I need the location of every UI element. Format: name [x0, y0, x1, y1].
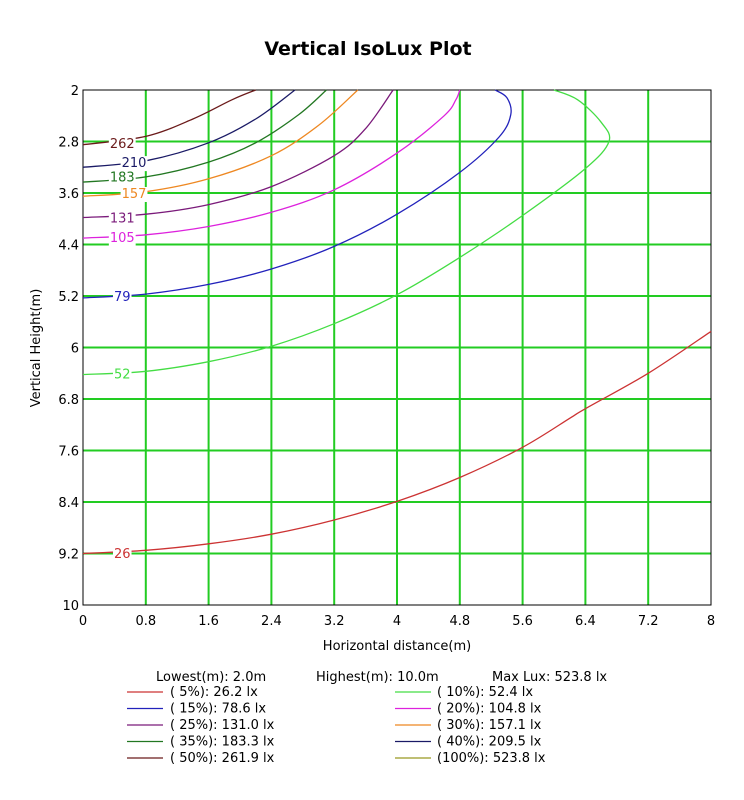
contour-label-79: 79 [114, 290, 131, 305]
legend-entry: ( 5%): 26.2 lx [170, 685, 258, 700]
contour-label-26: 26 [114, 547, 131, 562]
contour-label-bg [108, 136, 136, 152]
contour-label-183: 183 [110, 170, 135, 185]
legend-lowest: Lowest(m): 2.0m [156, 670, 266, 685]
x-tick-labels: 0 0.8 1.6 2.4 3.2 4 4.8 5.6 6.4 7.2 8 [79, 614, 715, 629]
x-tick-label: 3.2 [324, 614, 345, 629]
legend-entry: ( 35%): 183.3 lx [170, 735, 275, 750]
contour-line-131 [82, 89, 394, 219]
grid [83, 90, 711, 605]
contour-label-52: 52 [114, 367, 131, 382]
x-tick-label: 5.6 [512, 614, 533, 629]
y-tick-label: 10 [62, 599, 79, 614]
contour-label-bg [112, 546, 132, 562]
x-axis-label: Horizontal distance(m) [323, 639, 471, 654]
contour-label-105: 105 [110, 231, 135, 246]
contour-line-210 [82, 89, 296, 168]
contour-label-bg [112, 367, 132, 383]
legend-entry: ( 40%): 209.5 lx [437, 735, 542, 750]
contour-label-131: 131 [110, 211, 135, 226]
y-tick-label: 5.2 [58, 290, 79, 305]
legend-entry: ( 50%): 261.9 lx [170, 751, 275, 766]
contour-label-bg [108, 170, 136, 186]
y-tick-labels: 2 2.8 3.6 4.4 5.2 6 6.8 7.6 8.4 9.2 10 [58, 84, 79, 614]
contour-line-183 [82, 89, 327, 183]
legend-entries: ( 5%): 26.2 lx ( 15%): 78.6 lx( 25%): 131… [127, 685, 546, 766]
legend: Lowest(m): 2.0m Highest(m): 10.0m Max Lu… [127, 670, 607, 766]
contour-line-26 [82, 330, 712, 555]
y-tick-label: 3.6 [58, 187, 79, 202]
y-tick-label: 4.4 [58, 239, 79, 254]
x-tick-label: 6.4 [575, 614, 596, 629]
chart-title: Vertical IsoLux Plot [264, 38, 471, 60]
contour-label-bg [108, 230, 136, 246]
x-tick-label: 4 [393, 614, 401, 629]
legend-entry: ( 25%): 131.0 lx [170, 718, 275, 733]
contour-label-bg [112, 290, 132, 305]
contour-line-52 [82, 89, 611, 376]
y-tick-label: 6.8 [58, 393, 79, 408]
legend-entry: ( 10%): 52.4 lx [437, 685, 533, 700]
legend-entry: ( 15%): 78.6 lx [170, 702, 266, 717]
y-tick-label: 2.8 [58, 136, 79, 151]
contour-label-157: 157 [122, 187, 147, 202]
contour-line-79 [82, 89, 512, 299]
legend-entry: ( 30%): 157.1 lx [437, 718, 542, 733]
plot-frame [82, 89, 712, 606]
x-tick-label: 8 [707, 614, 715, 629]
contour-line-105 [82, 89, 461, 239]
y-tick-label: 2 [71, 84, 79, 99]
legend-entry: (100%): 523.8 lx [437, 751, 546, 766]
x-tick-label: 4.8 [449, 614, 470, 629]
legend-entry: ( 20%): 104.8 lx [437, 702, 542, 717]
x-tick-label: 2.4 [261, 614, 282, 629]
y-axis-label: Vertical Height(m) [29, 289, 44, 408]
y-tick-label: 7.6 [58, 445, 79, 460]
x-tick-label: 1.6 [198, 614, 219, 629]
y-tick-label: 6 [71, 342, 79, 357]
contour-label-bg [108, 211, 136, 227]
contour-label-262: 262 [110, 137, 135, 152]
x-tick-label: 0.8 [135, 614, 156, 629]
x-tick-label: 7.2 [638, 614, 659, 629]
legend-highest: Highest(m): 10.0m [316, 670, 439, 685]
contour-label-bg [120, 187, 148, 202]
contour-label-210: 210 [122, 156, 147, 171]
x-tick-label: 0 [79, 614, 87, 629]
legend-max-lux: Max Lux: 523.8 lx [492, 670, 607, 685]
contour-label-bg [120, 156, 148, 172]
y-tick-label: 9.2 [58, 548, 79, 563]
y-tick-label: 8.4 [58, 496, 79, 511]
